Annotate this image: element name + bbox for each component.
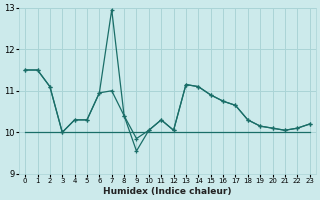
X-axis label: Humidex (Indice chaleur): Humidex (Indice chaleur): [103, 187, 232, 196]
